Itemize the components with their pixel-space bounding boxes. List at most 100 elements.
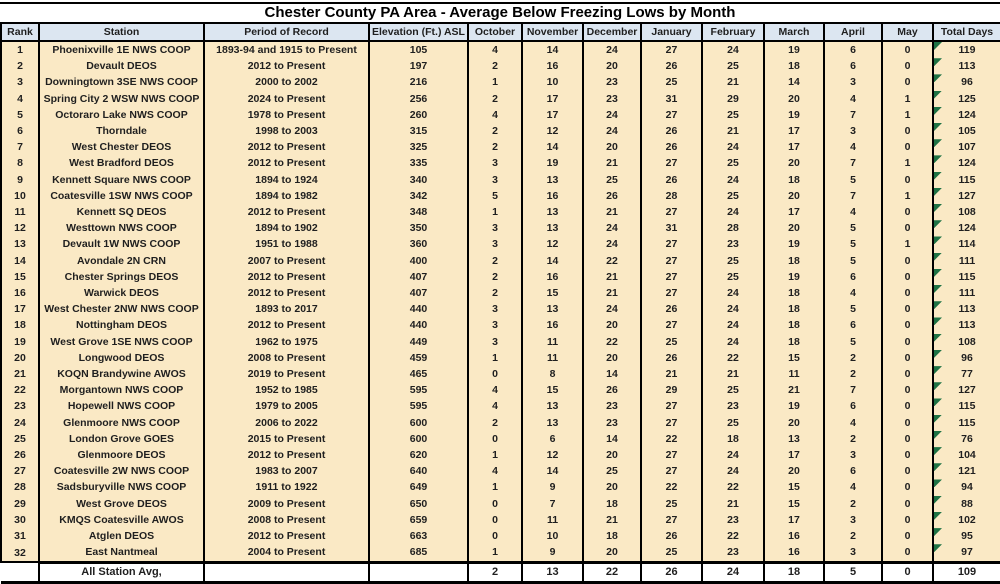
cell-january: 22 xyxy=(640,479,703,496)
cell-rank: 28 xyxy=(0,479,40,496)
cell-period-of-record: 1911 to 1922 xyxy=(203,479,370,496)
cell-january: 27 xyxy=(640,463,703,480)
cell-november: 14 xyxy=(521,252,584,269)
cell-elevation-ft-asl: 640 xyxy=(368,463,469,480)
footer-row: All Station Avg, 2 13 22 26 24 18 5 0 109 xyxy=(1,560,1000,584)
column-header-march: March xyxy=(763,22,825,42)
error-indicator-triangle-icon xyxy=(935,317,942,326)
cell-october: 3 xyxy=(467,171,523,188)
cell-station: Sadsburyville NWS COOP xyxy=(38,479,205,496)
cell-rank: 3 xyxy=(0,74,40,91)
cell-march: 18 xyxy=(763,171,825,188)
cell-station: Longwood DEOS xyxy=(38,349,205,367)
cell-may: 0 xyxy=(881,544,934,563)
cell-total-days: 107 xyxy=(932,139,1000,156)
table-row: 17 West Chester 2NW NWS COOP 1893 to 2017 4… xyxy=(0,301,1000,318)
cell-december: 26 xyxy=(582,382,642,399)
cell-march: 18 xyxy=(763,252,825,269)
table-row: 30 KMQS Coatesville AWOS 2008 to Present 65… xyxy=(0,511,1000,529)
table-row: 10 Coatesville 1SW NWS COOP 1894 to 1982 34… xyxy=(0,187,1000,205)
cell-period-of-record: 1951 to 1988 xyxy=(203,236,370,253)
cell-october: 1 xyxy=(467,349,523,367)
cell-elevation-ft-asl: 663 xyxy=(368,528,469,545)
cell-may: 1 xyxy=(881,236,934,253)
cell-october: 2 xyxy=(467,90,523,107)
cell-total-days: 108 xyxy=(932,333,1000,350)
cell-rank: 22 xyxy=(0,382,40,399)
cell-may: 0 xyxy=(881,414,934,431)
cell-february: 22 xyxy=(701,349,765,367)
cell-total-days: 124 xyxy=(932,220,1000,237)
cell-period-of-record: 1894 to 1902 xyxy=(203,220,370,237)
cell-station: Chester Springs DEOS xyxy=(38,268,205,286)
cell-december: 20 xyxy=(582,139,642,156)
cell-april: 4 xyxy=(823,139,883,156)
table-row: 22 Morgantown NWS COOP 1952 to 1985 595 4 15 2… xyxy=(0,382,1000,399)
cell-may: 0 xyxy=(881,463,934,480)
cell-march: 21 xyxy=(763,382,825,399)
cell-november: 11 xyxy=(521,333,584,350)
cell-february: 25 xyxy=(701,252,765,269)
cell-december: 21 xyxy=(582,285,642,302)
footer-cell-elevation-ft-asl xyxy=(368,560,469,584)
cell-october: 1 xyxy=(467,74,523,91)
cell-may: 0 xyxy=(881,349,934,367)
table-row: 20 Longwood DEOS 2008 to Present 459 1 11 20 26… xyxy=(0,349,1000,367)
cell-november: 9 xyxy=(521,479,584,496)
cell-may: 0 xyxy=(881,382,934,399)
table-row: 25 London Grove GOES 2015 to Present 600 0 6 1… xyxy=(0,430,1000,448)
column-header-february: February xyxy=(701,22,765,42)
cell-rank: 18 xyxy=(0,317,40,334)
cell-station: West Chester 2NW NWS COOP xyxy=(38,301,205,318)
cell-station: Morgantown NWS COOP xyxy=(38,382,205,399)
cell-february: 25 xyxy=(701,106,765,124)
cell-total-days: 88 xyxy=(932,495,1000,512)
cell-may: 0 xyxy=(881,139,934,156)
cell-april: 6 xyxy=(823,398,883,415)
cell-station: Warwick DEOS xyxy=(38,285,205,302)
cell-period-of-record: 2019 to Present xyxy=(203,366,370,383)
error-indicator-triangle-icon xyxy=(935,349,942,358)
cell-station: Atglen DEOS xyxy=(38,528,205,545)
cell-february: 24 xyxy=(701,39,765,59)
cell-april: 6 xyxy=(823,463,883,480)
cell-october: 3 xyxy=(467,220,523,237)
cell-october: 2 xyxy=(467,139,523,156)
cell-february: 24 xyxy=(701,301,765,318)
cell-november: 16 xyxy=(521,187,584,205)
cell-november: 8 xyxy=(521,366,584,383)
error-indicator-triangle-icon xyxy=(935,58,942,67)
cell-november: 16 xyxy=(521,58,584,75)
cell-station: KMQS Coatesville AWOS xyxy=(38,511,205,529)
cell-november: 17 xyxy=(521,90,584,107)
cell-elevation-ft-asl: 440 xyxy=(368,301,469,318)
cell-period-of-record: 2009 to Present xyxy=(203,495,370,512)
cell-total-days: 113 xyxy=(932,58,1000,75)
cell-rank: 32 xyxy=(0,544,40,563)
cell-may: 0 xyxy=(881,398,934,415)
cell-november: 13 xyxy=(521,204,584,221)
cell-april: 3 xyxy=(823,447,883,464)
cell-period-of-record: 2012 to Present xyxy=(203,528,370,545)
cell-december: 20 xyxy=(582,349,642,367)
cell-february: 25 xyxy=(701,155,765,172)
title-bar: Chester County PA Area - Average Below F… xyxy=(0,0,1000,22)
cell-february: 24 xyxy=(701,204,765,221)
cell-february: 21 xyxy=(701,495,765,512)
cell-total-days: 105 xyxy=(932,123,1000,140)
cell-november: 19 xyxy=(521,155,584,172)
cell-december: 20 xyxy=(582,58,642,75)
freezing-lows-table: Rank Station Period of Record Elevation (Ft… xyxy=(0,22,1000,584)
cell-period-of-record: 2012 to Present xyxy=(203,268,370,286)
column-header-may: May xyxy=(881,22,934,42)
table-row: 18 Nottingham DEOS 2012 to Present 440 3 16 20… xyxy=(0,317,1000,334)
cell-april: 5 xyxy=(823,333,883,350)
cell-total-days: 115 xyxy=(932,398,1000,415)
cell-rank: 26 xyxy=(0,447,40,464)
cell-march: 18 xyxy=(763,317,825,334)
table-row: 9 Kennett Square NWS COOP 1894 to 1924 340 3… xyxy=(0,171,1000,188)
table-row: 24 Glenmoore NWS COOP 2006 to 2022 600 2 13 23… xyxy=(0,414,1000,431)
error-indicator-triangle-icon xyxy=(935,90,942,99)
cell-total-days: 104 xyxy=(932,447,1000,464)
cell-march: 16 xyxy=(763,544,825,563)
